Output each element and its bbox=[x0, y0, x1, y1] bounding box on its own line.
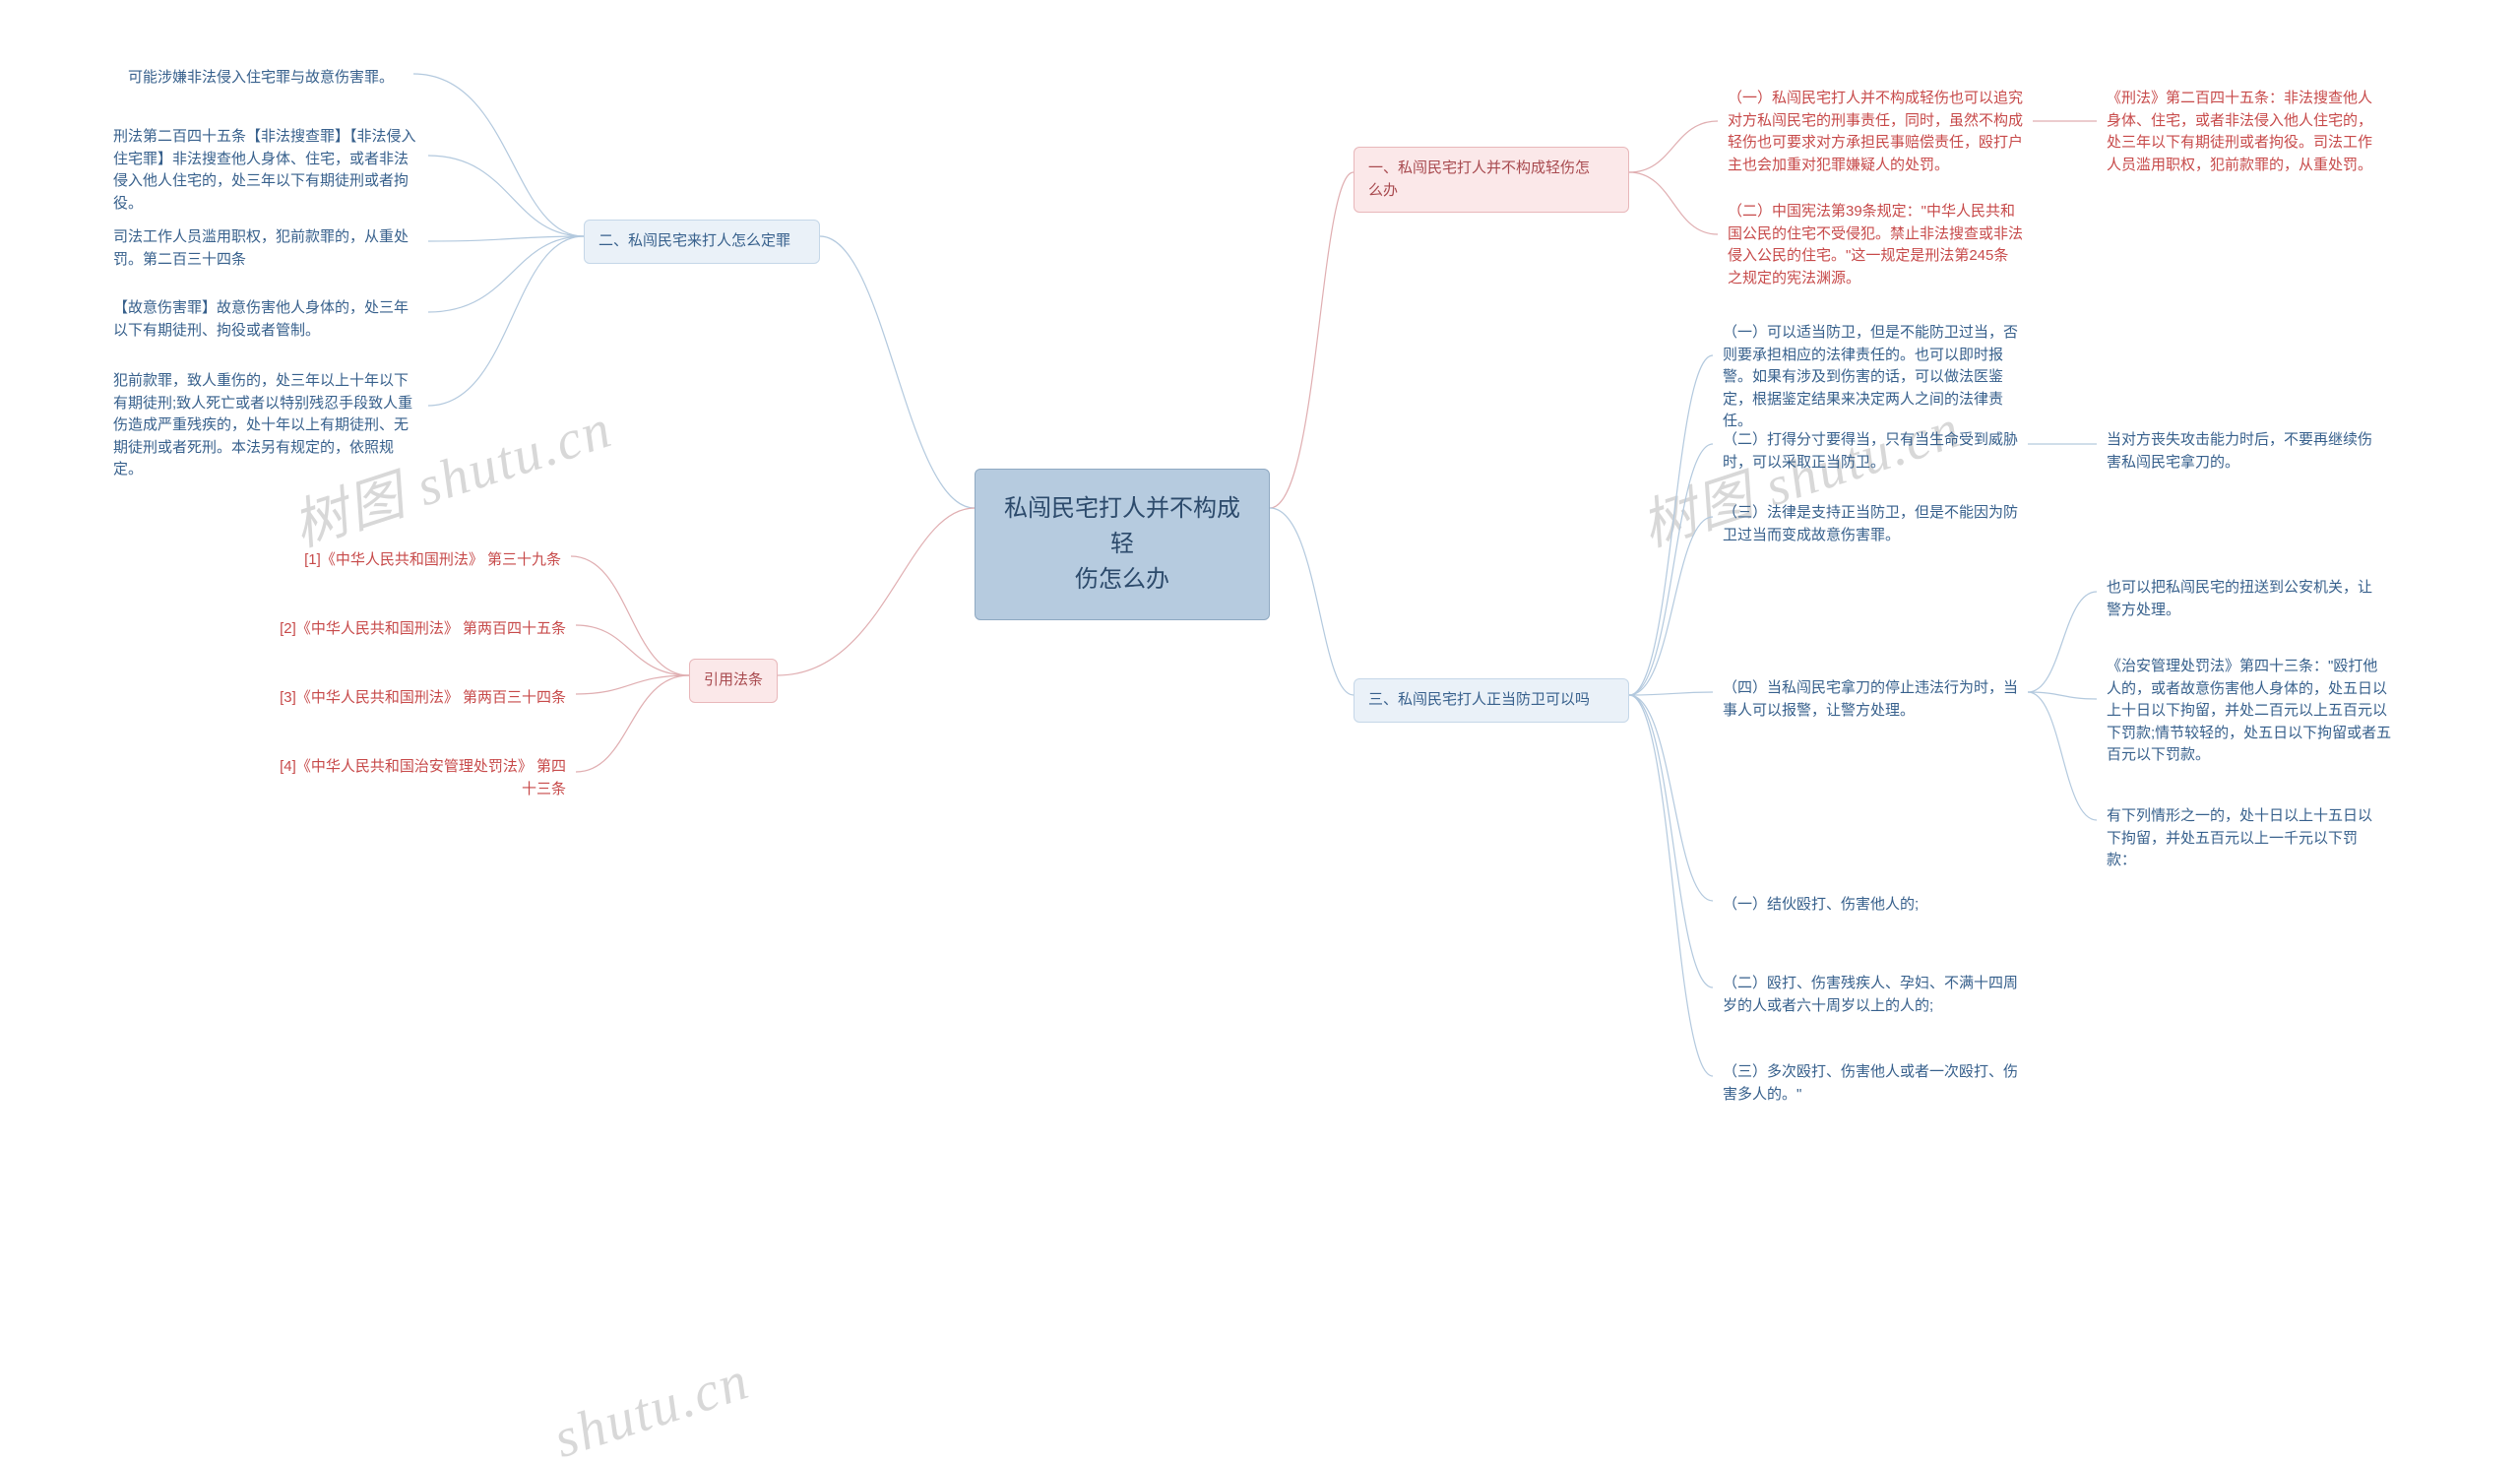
watermark-3: shutu.cn bbox=[546, 1349, 757, 1463]
b3-leaf-5: （一）结伙殴打、伤害他人的; bbox=[1713, 888, 2028, 922]
branch-citations[interactable]: 引用法条 bbox=[689, 659, 778, 703]
b3-leaf-1: （一）可以适当防卫，但是不能防卫过当，否则要承担相应的法律责任的。也可以即时报警… bbox=[1713, 316, 2028, 439]
b1-leaf-1: （一）私闯民宅打人并不构成轻伤也可以追究对方私闯民宅的刑事责任，同时，虽然不构成… bbox=[1718, 82, 2033, 182]
b1-leaf-2: （二）中国宪法第39条规定："中华人民共和国公民的住宅不受侵犯。禁止非法搜查或非… bbox=[1718, 195, 2033, 295]
branch-2-sentencing[interactable]: 二、私闯民宅来打人怎么定罪 bbox=[584, 220, 820, 264]
b3-leaf-3: （三）法律是支持正当防卫，但是不能因为防卫过当而变成故意伤害罪。 bbox=[1713, 496, 2028, 552]
cit-leaf-3: [3]《中华人民共和国刑法》 第两百三十四条 bbox=[261, 681, 576, 716]
b3-leaf-4: （四）当私闯民宅拿刀的停止违法行为时，当事人可以报警，让警方处理。 bbox=[1713, 671, 2028, 728]
b2-leaf-2: 刑法第二百四十五条【非法搜查罪】【非法侵入住宅罪】非法搜查他人身体、住宅，或者非… bbox=[103, 120, 428, 221]
b3-leaf-4-sub2: 《治安管理处罚法》第四十三条："殴打他人的，或者故意伤害他人身体的，处五日以上十… bbox=[2097, 650, 2402, 773]
cit-leaf-1: [1]《中华人民共和国刑法》 第三十九条 bbox=[276, 543, 571, 578]
b1-leaf-1-sub: 《刑法》第二百四十五条：非法搜查他人身体、住宅，或者非法侵入他人住宅的，处三年以… bbox=[2097, 82, 2392, 182]
root-node[interactable]: 私闯民宅打人并不构成轻 伤怎么办 bbox=[975, 469, 1270, 620]
b3-leaf-7: （三）多次殴打、伤害他人或者一次殴打、伤害多人的。" bbox=[1713, 1055, 2028, 1112]
b2-leaf-4: 【故意伤害罪】故意伤害他人身体的，处三年以下有期徒刑、拘役或者管制。 bbox=[103, 291, 428, 348]
b2-leaf-1: 可能涉嫌非法侵入住宅罪与故意伤害罪。 bbox=[118, 61, 413, 95]
branch-1-minor-injury[interactable]: 一、私闯民宅打人并不构成轻伤怎 么办 bbox=[1354, 147, 1629, 213]
b3-leaf-2-sub: 当对方丧失攻击能力时后，不要再继续伤害私闯民宅拿刀的。 bbox=[2097, 423, 2392, 479]
b2-leaf-3: 司法工作人员滥用职权，犯前款罪的，从重处罚。第二百三十四条 bbox=[103, 221, 428, 277]
b3-leaf-2: （二）打得分寸要得当，只有当生命受到威胁时，可以采取正当防卫。 bbox=[1713, 423, 2028, 479]
cit-leaf-2: [2]《中华人民共和国刑法》 第两百四十五条 bbox=[261, 612, 576, 647]
b3-leaf-6: （二）殴打、伤害残疾人、孕妇、不满十四周岁的人或者六十周岁以上的人的; bbox=[1713, 967, 2028, 1023]
branch-3-self-defense[interactable]: 三、私闯民宅打人正当防卫可以吗 bbox=[1354, 678, 1629, 723]
b2-leaf-5: 犯前款罪，致人重伤的，处三年以上十年以下有期徒刑;致人死亡或者以特别残忍手段致人… bbox=[103, 364, 428, 487]
b3-leaf-4-sub3: 有下列情形之一的，处十日以上十五日以下拘留，并处五百元以上一千元以下罚款： bbox=[2097, 799, 2392, 878]
b3-leaf-4-sub1: 也可以把私闯民宅的扭送到公安机关，让警方处理。 bbox=[2097, 571, 2392, 627]
cit-leaf-4: [4]《中华人民共和国治安管理处罚法》 第四十三条 bbox=[261, 750, 576, 806]
